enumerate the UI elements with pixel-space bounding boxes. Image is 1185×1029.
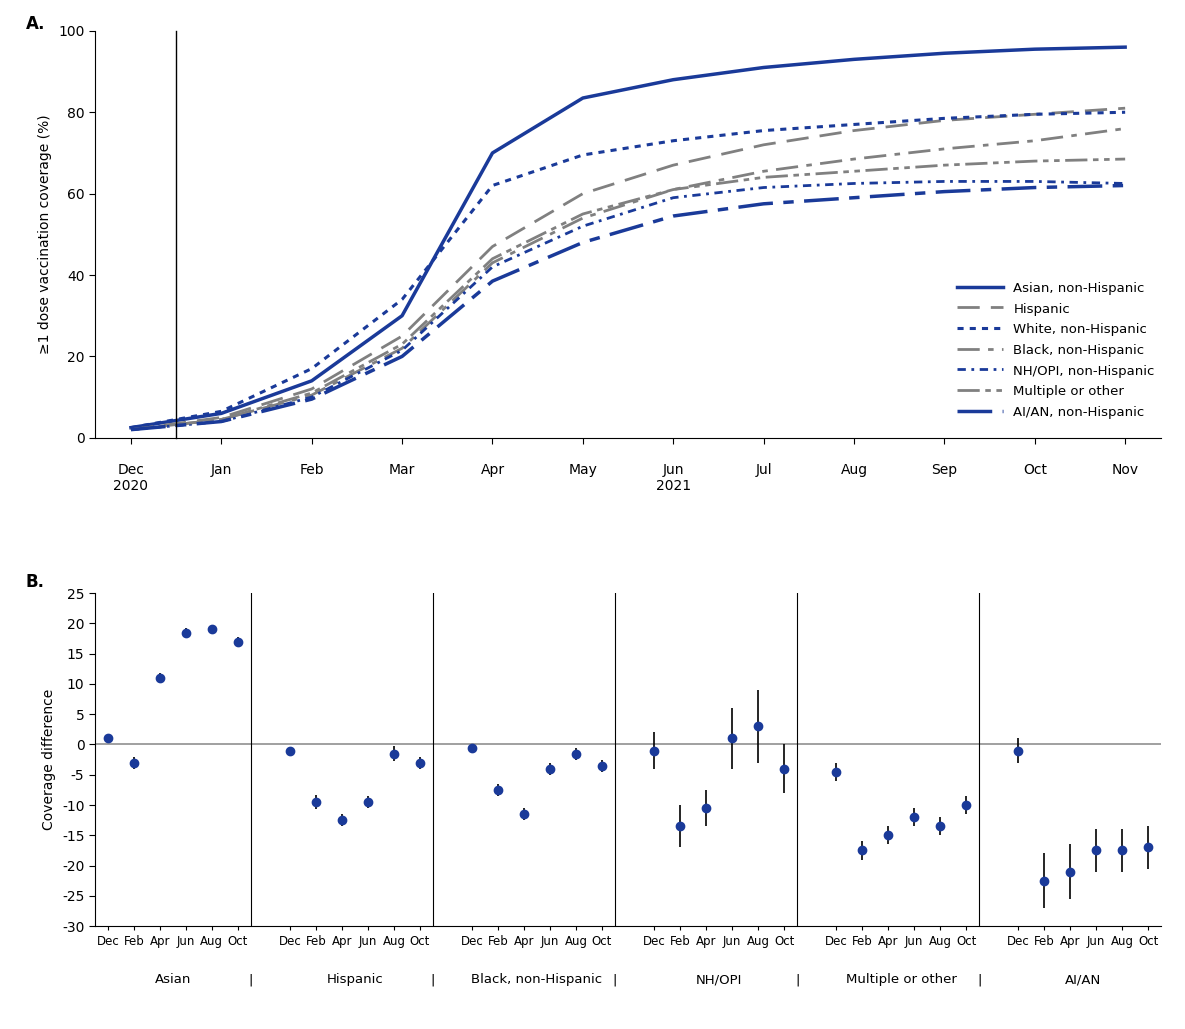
- Text: Aug: Aug: [840, 463, 867, 476]
- Legend: Asian, non-Hispanic, Hispanic, White, non-Hispanic, Black, non-Hispanic, NH/OPI,: Asian, non-Hispanic, Hispanic, White, no…: [956, 282, 1154, 419]
- Y-axis label: Coverage difference: Coverage difference: [43, 689, 57, 830]
- Text: Jun: Jun: [662, 463, 684, 476]
- Text: Apr: Apr: [480, 463, 505, 476]
- Text: |: |: [249, 973, 254, 987]
- Text: |: |: [976, 973, 981, 987]
- Text: Jan: Jan: [211, 463, 232, 476]
- Text: B.: B.: [25, 573, 45, 592]
- Text: Nov: Nov: [1112, 463, 1139, 476]
- Text: Jul: Jul: [755, 463, 771, 476]
- Text: A.: A.: [25, 14, 45, 33]
- Text: Feb: Feb: [300, 463, 324, 476]
- Text: |: |: [795, 973, 800, 987]
- Text: AI/AN: AI/AN: [1065, 973, 1101, 987]
- Text: Dec: Dec: [117, 463, 145, 476]
- Y-axis label: ≥1 dose vaccination coverage (%): ≥1 dose vaccination coverage (%): [38, 114, 52, 354]
- Text: |: |: [431, 973, 435, 987]
- Text: Asian: Asian: [155, 973, 191, 987]
- Text: 2021: 2021: [655, 480, 691, 494]
- Text: NH/OPI: NH/OPI: [696, 973, 742, 987]
- Text: 2020: 2020: [114, 480, 148, 494]
- Text: Mar: Mar: [389, 463, 415, 476]
- Text: Multiple or other: Multiple or other: [846, 973, 956, 987]
- Text: |: |: [613, 973, 617, 987]
- Text: Sep: Sep: [931, 463, 957, 476]
- Text: Hispanic: Hispanic: [327, 973, 383, 987]
- Text: Oct: Oct: [1023, 463, 1046, 476]
- Text: May: May: [569, 463, 597, 476]
- Text: Black, non-Hispanic: Black, non-Hispanic: [472, 973, 602, 987]
